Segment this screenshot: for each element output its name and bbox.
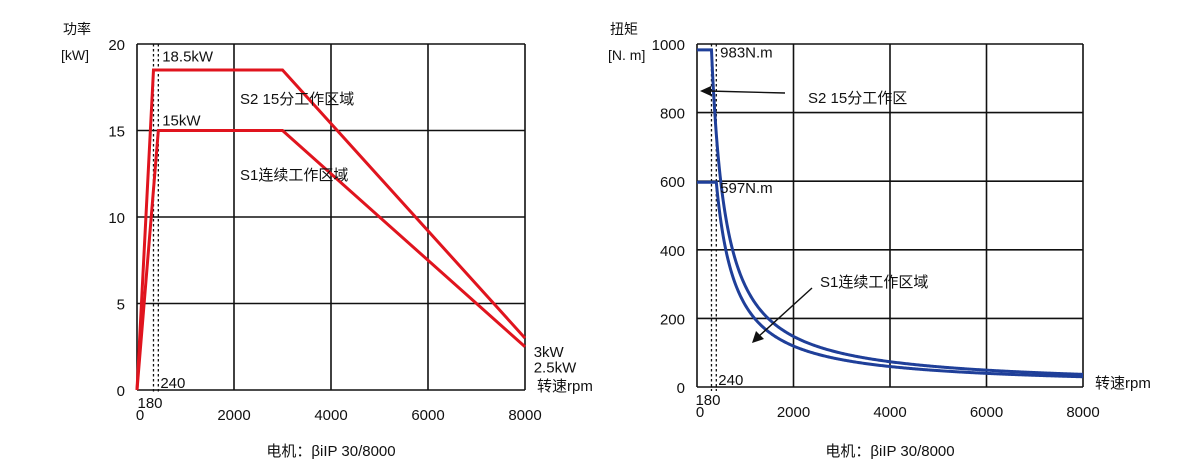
value-annotation: 983N.m (720, 45, 773, 62)
y-axis-unit: [N. m] (608, 47, 645, 63)
x-tick-label: 8000 (508, 407, 541, 424)
motor-caption: 电机：βiIP 30/8000 (825, 443, 954, 460)
speed-marker-label: 180 (137, 395, 162, 412)
value-annotation: 15kW (162, 112, 201, 129)
series-line-s2 (135, 68, 527, 391)
y-tick-label: 800 (660, 106, 685, 123)
speed-marker-label: 240 (718, 372, 743, 389)
y-tick-label: 15 (108, 124, 125, 141)
x-tick-label: 2000 (777, 404, 810, 421)
series-line-s2 (697, 48, 1084, 376)
y-tick-label: 10 (108, 210, 125, 227)
x-tick-label: 4000 (314, 407, 347, 424)
x-tick-label: 0 (136, 407, 144, 424)
series-line-s1 (135, 129, 526, 391)
x-tick-label: 0 (696, 404, 704, 421)
speed-marker-label: 180 (695, 392, 720, 409)
y-axis-title: 功率 (63, 21, 91, 37)
value-annotation: 2.5kW (534, 360, 577, 377)
region-label-s1: S1连续工作区域 (240, 167, 348, 184)
y-axis-title: 扭矩 (610, 21, 638, 37)
y-tick-label: 20 (108, 37, 125, 54)
y-tick-label: 0 (677, 380, 685, 397)
y-tick-label: 600 (660, 174, 685, 191)
motor-caption: 电机：βiIP 30/8000 (266, 443, 395, 460)
arrow-head-s1 (752, 331, 764, 343)
y-tick-label: 200 (660, 311, 685, 328)
y-tick-label: 400 (660, 243, 685, 260)
value-annotation: 3kW (534, 344, 565, 361)
arrow-line-s2 (707, 90, 786, 94)
x-tick-label: 8000 (1066, 404, 1099, 421)
x-axis-label: 转速rpm (1095, 375, 1151, 392)
value-annotation: 18.5kW (162, 48, 214, 65)
x-tick-label: 6000 (970, 404, 1003, 421)
x-tick-label: 2000 (217, 407, 250, 424)
x-tick-label: 6000 (411, 407, 444, 424)
y-tick-label: 0 (117, 383, 125, 400)
y-axis-unit: [kW] (61, 47, 89, 63)
arrow-head-s2 (700, 86, 711, 96)
region-label-s1: S1连续工作区域 (820, 274, 928, 291)
y-tick-label: 1000 (652, 37, 685, 54)
x-tick-label: 4000 (873, 404, 906, 421)
x-axis-label: 转速rpm (537, 378, 593, 395)
y-tick-label: 5 (117, 297, 125, 314)
value-annotation: 597N.m (720, 180, 773, 197)
region-label-s2: S2 15分工作区域 (240, 91, 354, 108)
region-label-s2: S2 15分工作区 (808, 90, 907, 107)
speed-marker-label: 240 (160, 375, 185, 392)
series-line-s1 (697, 180, 1084, 379)
arrow-line-s1 (757, 287, 813, 338)
